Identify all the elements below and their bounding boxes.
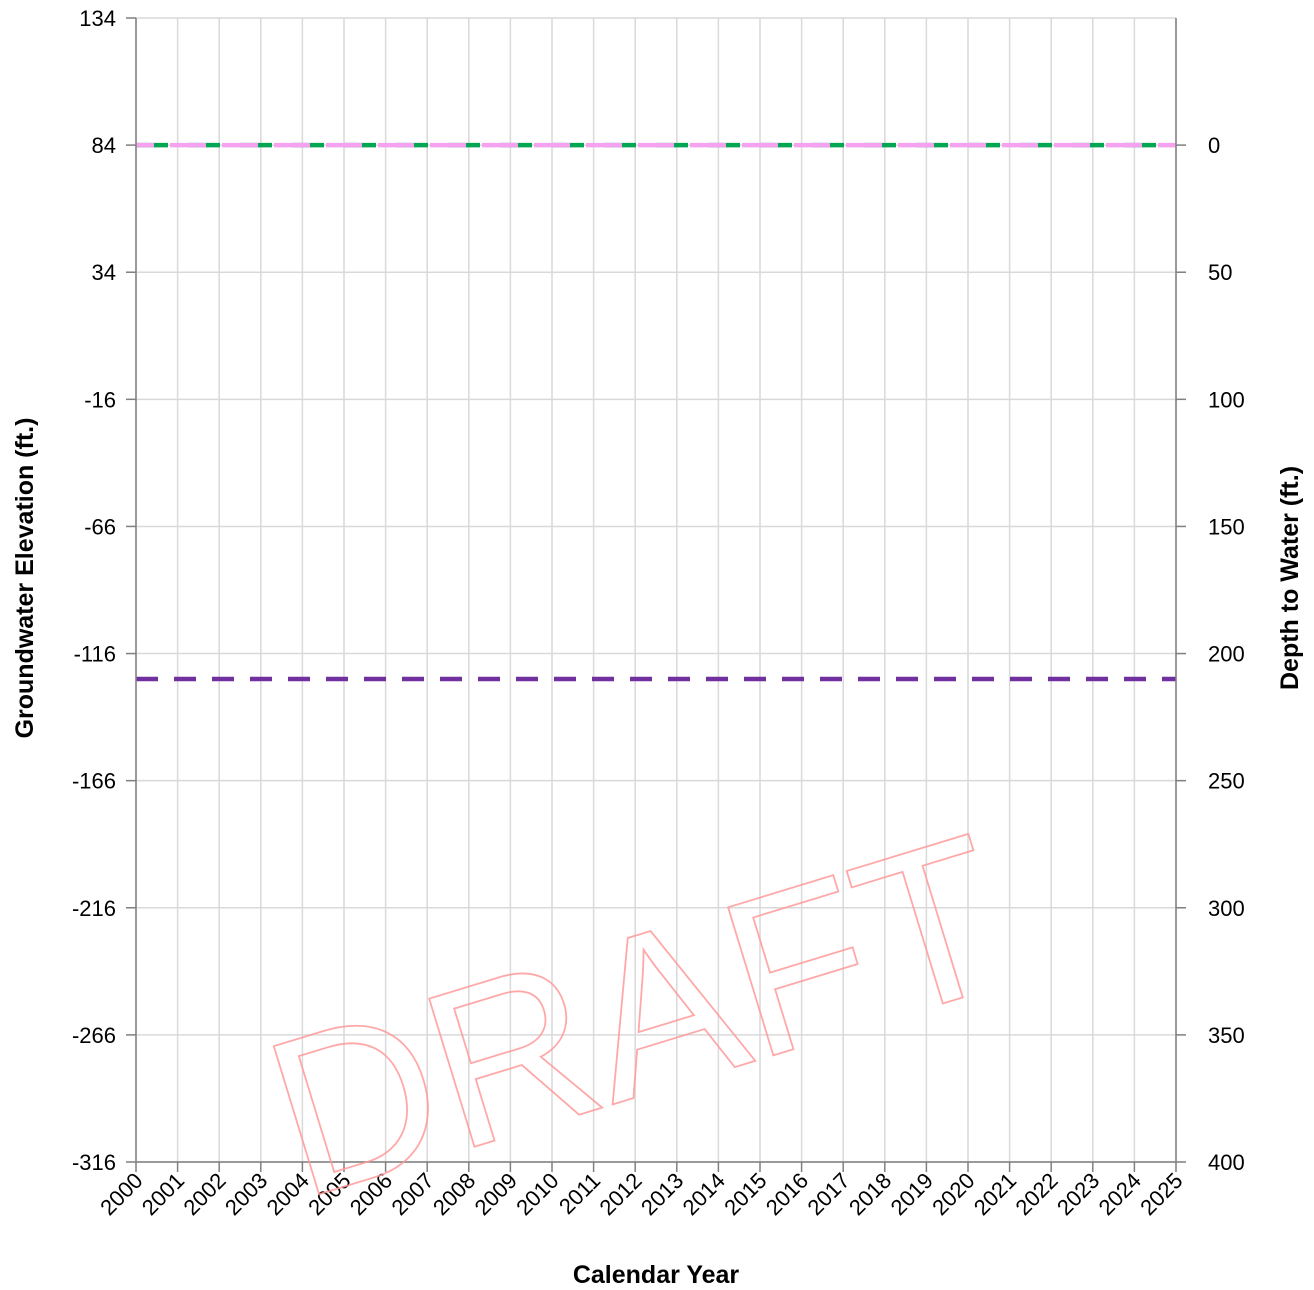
x-tick-label: 2002 bbox=[178, 1168, 230, 1220]
y-left-tick-label: -266 bbox=[72, 1023, 116, 1048]
x-tick-label: 2024 bbox=[1094, 1168, 1146, 1220]
y-right-tick-label: 100 bbox=[1208, 387, 1245, 412]
y-left-axis-title: Groundwater Elevation (ft.) bbox=[11, 418, 39, 739]
x-tick-label: 2019 bbox=[886, 1168, 938, 1220]
x-tick-label: 2023 bbox=[1052, 1168, 1104, 1220]
y-right-tick-label: 400 bbox=[1208, 1150, 1245, 1175]
x-tick-label: 2025 bbox=[1135, 1168, 1187, 1220]
x-tick-label: 2012 bbox=[594, 1168, 646, 1220]
y-right-tick-label: 250 bbox=[1208, 769, 1245, 794]
grid-layer bbox=[135, 17, 1177, 1163]
x-tick-label: 2022 bbox=[1010, 1168, 1062, 1220]
y-left-tick-label: -16 bbox=[84, 387, 116, 412]
y-left-tick-label: -166 bbox=[72, 769, 116, 794]
x-tick-label: 2014 bbox=[678, 1168, 730, 1220]
x-tick-label: 2021 bbox=[969, 1168, 1021, 1220]
x-tick-label: 2017 bbox=[802, 1168, 854, 1220]
y-right-tick-label: 300 bbox=[1208, 896, 1245, 921]
x-axis-title: Calendar Year bbox=[573, 1261, 740, 1289]
y-right-axis-title: Depth to Water (ft.) bbox=[1276, 466, 1304, 690]
y-left-tick-label: -66 bbox=[84, 514, 116, 539]
x-tick-label: 2001 bbox=[137, 1168, 189, 1220]
y-left-tick-label: 134 bbox=[79, 6, 116, 31]
y-right-tick-label: 0 bbox=[1208, 133, 1220, 158]
y-left-tick-label: -316 bbox=[72, 1150, 116, 1175]
x-tick-label: 2011 bbox=[554, 1168, 605, 1219]
y-right-tick-label: 150 bbox=[1208, 514, 1245, 539]
x-tick-label: 2015 bbox=[719, 1168, 771, 1220]
y-left-tick-label: 34 bbox=[92, 260, 116, 285]
x-tick-label: 2020 bbox=[927, 1168, 979, 1220]
series-layer bbox=[136, 142, 1176, 682]
x-tick-label: 2003 bbox=[220, 1168, 272, 1220]
x-tick-label: 2000 bbox=[95, 1168, 147, 1220]
y-right-tick-label: 50 bbox=[1208, 260, 1232, 285]
y-right-tick-label: 200 bbox=[1208, 642, 1245, 667]
x-tick-label: 2018 bbox=[844, 1168, 896, 1220]
y-left-tick-label: 84 bbox=[92, 133, 116, 158]
x-tick-label: 2016 bbox=[761, 1168, 813, 1220]
y-left-tick-label: -116 bbox=[74, 642, 116, 667]
y-left-tick-label: -216 bbox=[72, 896, 116, 921]
y-right-tick-label: 350 bbox=[1208, 1023, 1245, 1048]
x-tick-label: 2013 bbox=[636, 1168, 688, 1220]
